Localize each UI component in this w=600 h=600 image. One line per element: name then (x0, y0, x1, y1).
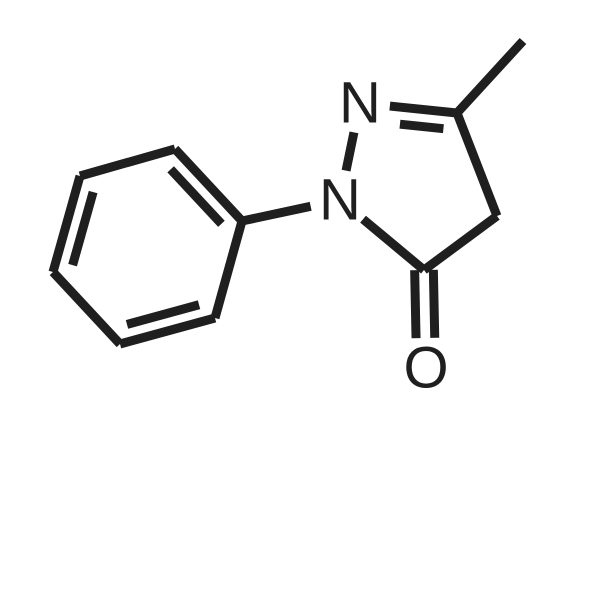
bond (400, 124, 443, 128)
atom-label: O (403, 336, 448, 401)
bond (457, 113, 497, 216)
bond (433, 270, 434, 338)
bond (215, 221, 242, 318)
chemical-structure: NN O (0, 0, 600, 600)
bond (346, 132, 354, 170)
bond (80, 149, 175, 176)
bond (457, 41, 523, 113)
bond (424, 216, 497, 270)
bond (415, 270, 416, 338)
bond (53, 272, 120, 344)
bond (363, 219, 424, 270)
bond (242, 206, 311, 221)
bond (390, 106, 457, 113)
atom-label: N (339, 71, 381, 136)
atom-label: N (319, 168, 361, 233)
